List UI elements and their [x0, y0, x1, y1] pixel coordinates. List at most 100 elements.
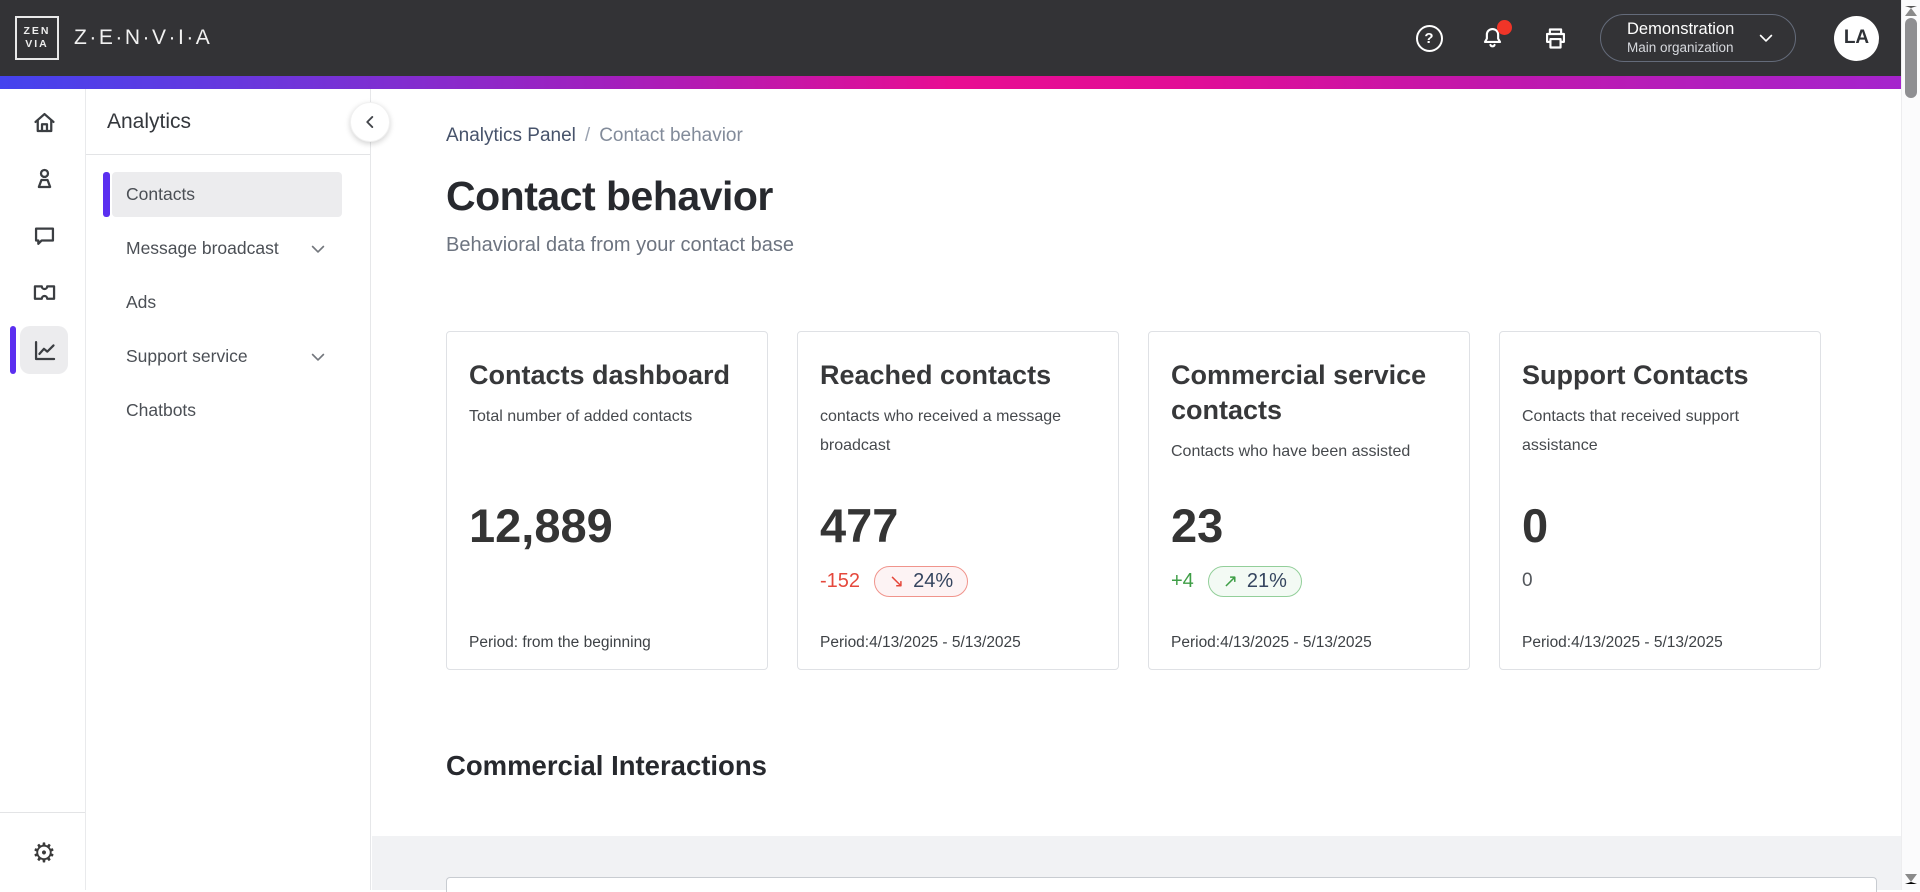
breadcrumb-separator: /	[585, 125, 590, 147]
chat-bubble-icon	[31, 223, 58, 250]
stat-card-title: Contacts dashboard	[469, 358, 743, 393]
chevron-down-icon	[1756, 28, 1776, 48]
brand-gradient-bar	[0, 76, 1901, 89]
notifications-button[interactable]	[1477, 23, 1507, 53]
zenvia-logo-icon: ZEN VIA	[15, 16, 59, 60]
stat-card-delta-row: -152 ↘ 24%	[820, 564, 968, 598]
sidebar-item-ads[interactable]: Ads	[112, 280, 342, 325]
gear-icon: ⚙	[32, 838, 56, 868]
logo-monogram-top: ZEN	[24, 25, 51, 38]
trend-badge-down: ↘ 24%	[874, 566, 968, 597]
scrollbar-thumb[interactable]	[1905, 18, 1917, 98]
organization-type: Main organization	[1627, 40, 1734, 57]
trend-percent: 21%	[1247, 570, 1287, 593]
line-chart-icon	[31, 337, 58, 364]
page-subtitle: Behavioral data from your contact base	[446, 234, 1901, 257]
breadcrumb-parent-link[interactable]: Analytics Panel	[446, 125, 576, 147]
chevron-down-icon	[308, 347, 328, 367]
active-item-indicator	[103, 172, 110, 217]
stat-card-description: Contacts who have been assisted	[1171, 438, 1445, 467]
page-scrollbar[interactable]	[1901, 0, 1920, 890]
zenvia-logo[interactable]: ZEN VIA Z·E·N·V·I·A	[15, 16, 212, 60]
stat-card-value: 477	[820, 502, 898, 549]
rail-item-conversations[interactable]	[22, 214, 66, 258]
notification-badge-dot	[1497, 20, 1512, 35]
stat-card-description: contacts who received a message broadcas…	[820, 403, 1094, 461]
topbar: ZEN VIA Z·E·N·V·I·A ? D	[0, 0, 1901, 76]
sidebar-item-label: Ads	[126, 292, 156, 313]
breadcrumb: Analytics Panel / Contact behavior	[446, 125, 1901, 147]
rail-item-tickets[interactable]	[22, 270, 66, 314]
sidebar-item-label: Message broadcast	[126, 238, 279, 259]
printer-icon	[1542, 25, 1569, 52]
delta-value: 0	[1522, 570, 1533, 592]
sidebar-item-chatbots[interactable]: Chatbots	[112, 388, 342, 433]
organization-switcher[interactable]: Demonstration Main organization	[1600, 14, 1796, 62]
sidebar-collapse-button[interactable]	[350, 102, 390, 142]
commercial-interactions-section-body	[372, 836, 1901, 890]
section-title-commercial-interactions: Commercial Interactions	[446, 750, 1901, 782]
stat-card-period: Period:4/13/2025 - 5/13/2025	[820, 634, 1021, 652]
icon-rail: ⚙	[0, 89, 86, 890]
stat-card-value: 23	[1171, 502, 1223, 549]
chevron-left-icon	[359, 111, 381, 133]
organization-name: Demonstration	[1627, 19, 1734, 40]
stat-card-contacts-dashboard: Contacts dashboard Total number of added…	[446, 331, 768, 670]
main-content: Analytics Panel / Contact behavior Conta…	[372, 89, 1901, 890]
topbar-actions: ? Demonstration Main organization	[1381, 14, 1879, 62]
organization-switcher-text: Demonstration Main organization	[1627, 19, 1734, 57]
stat-card-title: Commercial service contacts	[1171, 358, 1445, 428]
trend-percent: 24%	[913, 570, 953, 593]
ticket-icon	[31, 279, 58, 306]
rail-divider	[0, 812, 85, 813]
sidebar-menu: Contacts Message broadcast Ads Support s…	[86, 172, 370, 433]
stat-card-title: Reached contacts	[820, 358, 1094, 393]
user-avatar[interactable]: LA	[1834, 16, 1879, 61]
delta-value: +4	[1171, 570, 1194, 593]
analytics-sidebar: Analytics Contacts Message broadcast Ads…	[86, 89, 371, 890]
stat-card-delta-row: 0	[1522, 564, 1533, 598]
stat-card-support-contacts: Support Contacts Contacts that received …	[1499, 331, 1821, 670]
sidebar-item-label: Contacts	[126, 184, 195, 205]
scrollbar-down-arrow[interactable]	[1905, 874, 1917, 884]
person-icon	[31, 165, 58, 192]
active-rail-indicator	[10, 326, 16, 374]
sidebar-header: Analytics	[86, 89, 370, 155]
brand-wordmark: Z·E·N·V·I·A	[74, 26, 212, 50]
stat-card-description: Total number of added contacts	[469, 403, 743, 432]
scrollbar-up-arrow[interactable]	[1905, 6, 1917, 16]
chevron-down-icon	[308, 239, 328, 259]
page-title: Contact behavior	[446, 173, 1901, 220]
stat-card-value: 0	[1522, 502, 1548, 549]
print-button[interactable]	[1540, 23, 1570, 53]
delta-value: -152	[820, 570, 860, 593]
sidebar-item-message-broadcast[interactable]: Message broadcast	[112, 226, 342, 271]
sidebar-title: Analytics	[107, 110, 191, 134]
help-icon: ?	[1416, 25, 1443, 52]
sidebar-item-label: Chatbots	[126, 400, 196, 421]
stat-card-period: Period:4/13/2025 - 5/13/2025	[1171, 634, 1372, 652]
settings-button[interactable]: ⚙	[22, 831, 66, 875]
trend-up-icon: ↗	[1223, 572, 1238, 590]
stat-card-period: Period:4/13/2025 - 5/13/2025	[1522, 634, 1723, 652]
stat-card-commercial-service-contacts: Commercial service contacts Contacts who…	[1148, 331, 1470, 670]
sidebar-item-label: Support service	[126, 346, 248, 367]
stat-card-value: 12,889	[469, 502, 613, 549]
stat-card-title: Support Contacts	[1522, 358, 1796, 393]
stat-cards-row: Contacts dashboard Total number of added…	[446, 331, 1821, 670]
breadcrumb-current: Contact behavior	[599, 125, 743, 147]
rail-item-home[interactable]	[22, 100, 66, 144]
home-icon	[31, 109, 58, 136]
trend-down-icon: ↘	[889, 572, 904, 590]
help-button[interactable]: ?	[1414, 23, 1444, 53]
stat-card-reached-contacts: Reached contacts contacts who received a…	[797, 331, 1119, 670]
sidebar-item-support-service[interactable]: Support service	[112, 334, 342, 379]
logo-monogram-bottom: VIA	[25, 38, 49, 51]
stat-card-description: Contacts that received support assistanc…	[1522, 403, 1796, 461]
rail-item-contacts[interactable]	[22, 156, 66, 200]
rail-item-analytics[interactable]	[20, 326, 68, 374]
stat-card-period: Period: from the beginning	[469, 634, 651, 652]
stat-card-delta-row: +4 ↗ 21%	[1171, 564, 1302, 598]
sidebar-item-contacts[interactable]: Contacts	[112, 172, 342, 217]
trend-badge-up: ↗ 21%	[1208, 566, 1302, 597]
